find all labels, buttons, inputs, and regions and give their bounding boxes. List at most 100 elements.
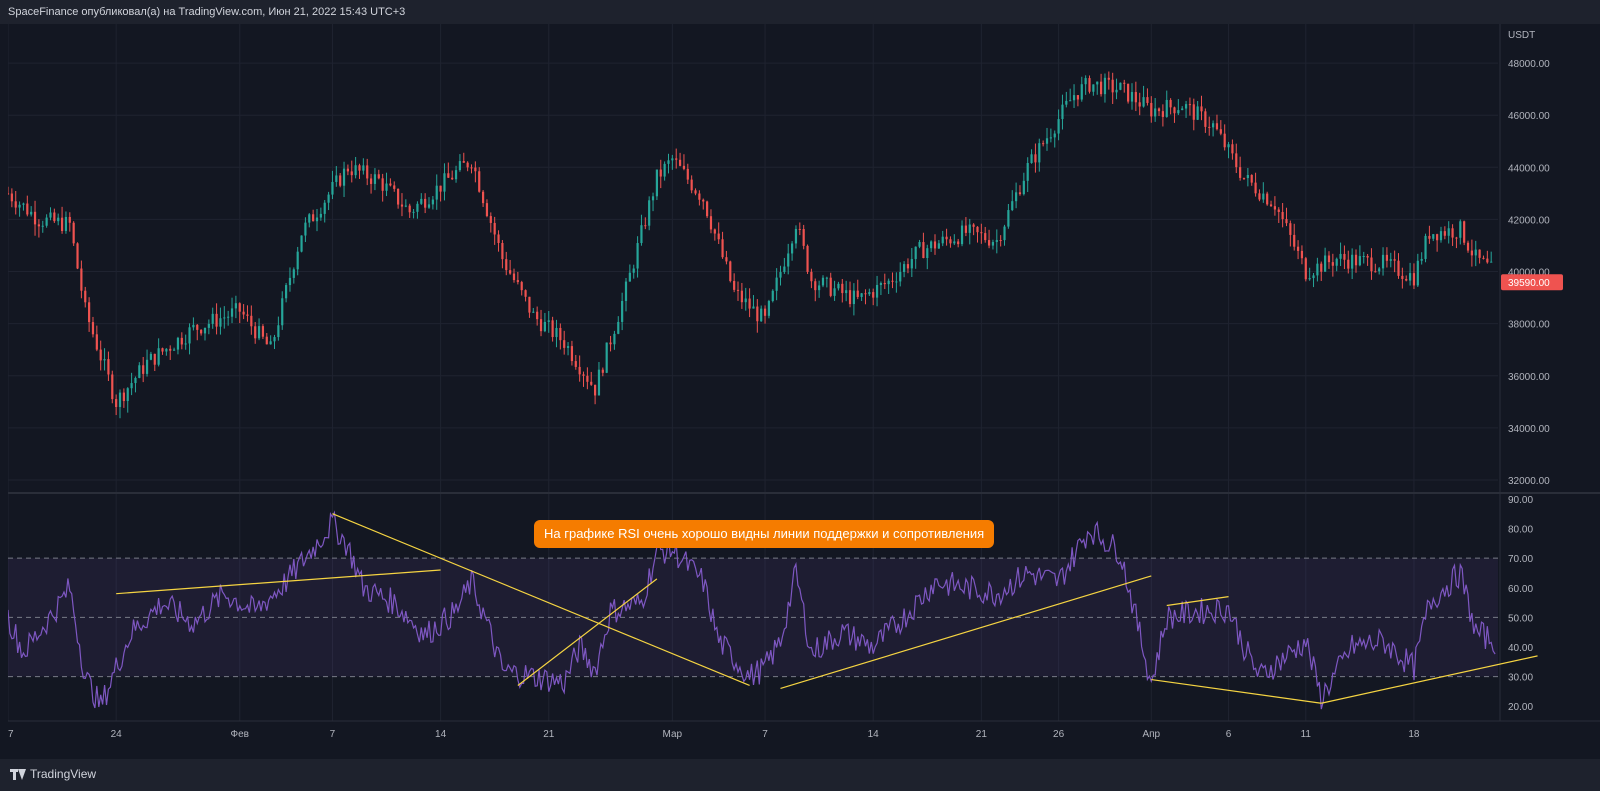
candle-body (1432, 234, 1435, 239)
candle-body (319, 213, 322, 218)
candle-body (980, 232, 983, 234)
candle-body (1007, 210, 1010, 227)
rsi-tick-label: 40.00 (1508, 643, 1533, 654)
tradingview-logo[interactable]: TradingView (10, 767, 96, 781)
candle-body (381, 178, 384, 191)
candle-body (1022, 180, 1025, 195)
candle-body (91, 322, 95, 335)
candle-body (1389, 259, 1392, 261)
currency-label: USDT (1508, 30, 1535, 41)
candle-body (864, 293, 867, 295)
time-tick-label: 18 (1408, 729, 1420, 740)
candle-body (1196, 106, 1199, 120)
candle-body (829, 277, 832, 296)
candle-body (1235, 153, 1238, 168)
candle-body (1358, 256, 1361, 266)
candle-body (458, 161, 462, 171)
candle-body (528, 296, 531, 313)
candle-body (1408, 273, 1412, 281)
candle-body (227, 316, 230, 318)
candle-body (493, 222, 496, 235)
candle-body (566, 346, 570, 348)
candle-body (122, 392, 125, 402)
candle-body (215, 313, 218, 327)
candle-body (678, 159, 682, 166)
candle-body (10, 193, 13, 202)
candle-body (350, 171, 353, 176)
candle-body (234, 303, 237, 309)
candle-body (443, 173, 446, 192)
candle-body (1227, 144, 1230, 148)
candle-body (1401, 275, 1404, 279)
candle-body (1459, 221, 1462, 238)
candle-body (837, 283, 840, 289)
candle-body (655, 169, 658, 197)
candle-body (366, 165, 369, 179)
candle-body (246, 314, 249, 316)
candle-body (972, 224, 975, 227)
candle-body (412, 211, 415, 213)
rsi-line (7, 510, 1496, 710)
candle-body (478, 171, 481, 192)
candle-body (628, 272, 631, 282)
candle-body (427, 204, 431, 208)
candle-body (937, 243, 940, 249)
time-tick-label: 6 (1226, 729, 1232, 740)
candle-body (879, 283, 883, 285)
candle-body (219, 318, 222, 327)
candle-body (424, 198, 427, 208)
candle-body (1169, 99, 1172, 108)
candle-body (539, 319, 543, 332)
candle-body (841, 283, 844, 294)
chart-area[interactable]: USDT 32000.00 34000.00 36000.00 38000.00 4000… (2, 24, 1600, 759)
candle-body (1161, 111, 1164, 117)
time-tick-label: 11 (1301, 729, 1312, 740)
candle-body (1038, 143, 1041, 163)
candle-body (165, 348, 168, 352)
candle-body (783, 266, 786, 273)
candle-body (1138, 102, 1141, 107)
candle-body (1447, 228, 1450, 236)
attribution-bar: SpaceFinance опубликовал(а) на TradingVi… (0, 0, 1600, 24)
candle-body (1111, 79, 1114, 93)
candle-body (1130, 92, 1134, 102)
candle-body (1146, 97, 1149, 103)
candle-body (118, 392, 122, 408)
candle-body (617, 321, 620, 334)
candle-body (1378, 268, 1381, 272)
candle-body (941, 236, 944, 244)
candle-body (725, 257, 728, 262)
chart-canvas[interactable]: USDT 32000.00 34000.00 36000.00 38000.00 4000… (2, 24, 1600, 759)
candle-body (49, 212, 52, 218)
candle-body (1157, 108, 1161, 112)
candle-body (1266, 193, 1269, 205)
candle-body (779, 272, 782, 278)
candle-body (852, 290, 855, 305)
candle-body (1219, 129, 1222, 134)
candle-body (14, 201, 17, 208)
candle-body (126, 388, 129, 402)
candle-body (1420, 258, 1423, 261)
candle-body (331, 181, 334, 195)
candle-body (582, 374, 585, 376)
candle-body (1370, 257, 1373, 272)
candle-body (474, 167, 477, 172)
candle-body (729, 261, 732, 281)
candle-body (524, 290, 527, 297)
candle-body (111, 374, 114, 400)
candle-body (771, 290, 774, 302)
candle-body (404, 205, 407, 207)
candle-body (895, 281, 898, 283)
candle-body (1258, 193, 1261, 200)
candle-body (1281, 211, 1284, 220)
candle-body (300, 235, 303, 252)
candle-body (682, 165, 686, 169)
candle-body (644, 225, 647, 227)
candle-body (1099, 81, 1103, 95)
rsi-trendline (1321, 655, 1538, 704)
candle-body (169, 348, 172, 351)
candle-body (763, 308, 767, 316)
rsi-trendline (517, 578, 658, 686)
candle-body (172, 349, 176, 351)
candle-body (130, 383, 133, 389)
